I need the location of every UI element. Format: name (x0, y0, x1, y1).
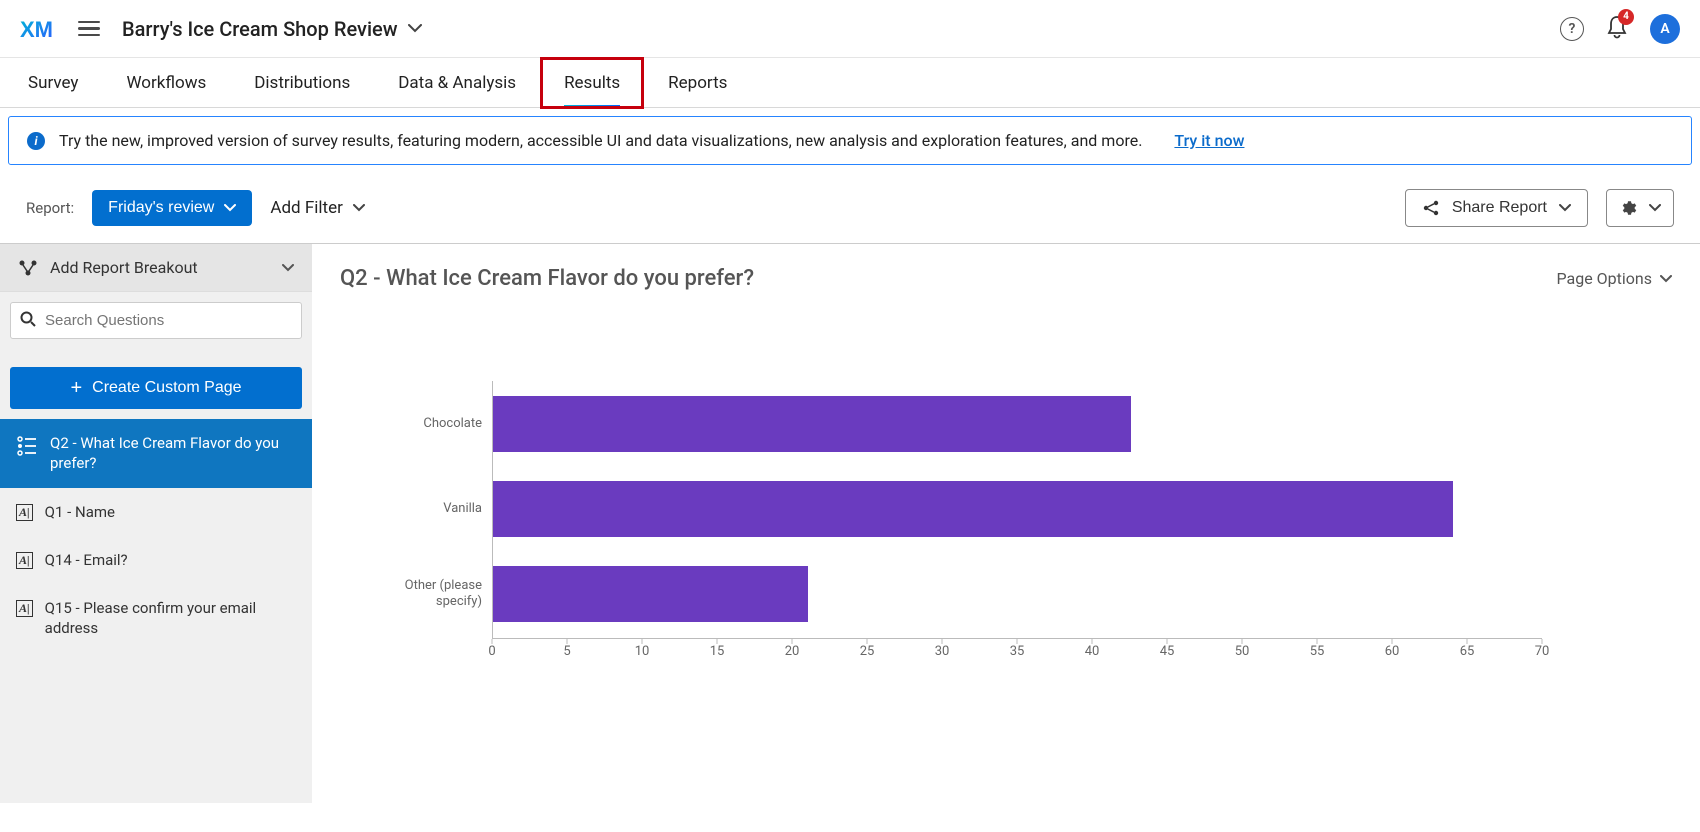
question-label: Q15 - Please confirm your email address (45, 598, 296, 639)
chart-tick-label: 10 (635, 644, 650, 659)
report-selector-button[interactable]: Friday's review (92, 190, 252, 226)
page-options-button[interactable]: Page Options (1557, 269, 1672, 288)
sidebar: Add Report Breakout + Create Custom Page… (0, 243, 312, 803)
chart-tick-label: 55 (1310, 644, 1325, 659)
question-label: Q1 - Name (45, 502, 115, 522)
search-icon (20, 311, 36, 331)
report-toolbar: Report: Friday's review Add Filter Share… (0, 173, 1700, 243)
top-header: XM Barry's Ice Cream Shop Review ? 4 A (0, 0, 1700, 58)
chart-tick-label: 25 (860, 644, 875, 659)
tab-data-analysis[interactable]: Data & Analysis (398, 58, 516, 107)
avatar[interactable]: A (1650, 14, 1680, 44)
question-list: Q2 - What Ice Cream Flavor do you prefer… (0, 419, 312, 653)
chevron-down-icon (408, 24, 422, 33)
body: Add Report Breakout + Create Custom Page… (0, 243, 1700, 803)
question-label: Q14 - Email? (45, 550, 128, 570)
chart-category-label: Other (please specify) (400, 551, 492, 636)
sidebar-question-item[interactable]: A| Q15 - Please confirm your email addres… (0, 584, 312, 653)
try-it-now-link[interactable]: Try it now (1174, 131, 1244, 150)
chart-tick-label: 45 (1160, 644, 1175, 659)
chart-category-label: Vanilla (400, 466, 492, 551)
chart-tick-label: 40 (1085, 644, 1100, 659)
gear-icon (1619, 199, 1637, 217)
notification-count-badge: 4 (1618, 9, 1634, 25)
xm-logo[interactable]: XM (20, 17, 60, 41)
multiple-choice-icon (16, 435, 38, 457)
question-title: Q2 - What Ice Cream Flavor do you prefer… (340, 266, 754, 291)
chevron-down-icon (353, 204, 365, 212)
chart-bar (493, 566, 808, 622)
tab-reports[interactable]: Reports (668, 58, 727, 107)
add-report-breakout-button[interactable]: Add Report Breakout (0, 244, 312, 292)
share-report-label: Share Report (1452, 199, 1547, 217)
chevron-down-icon (224, 204, 236, 212)
create-custom-page-label: Create Custom Page (92, 379, 241, 397)
create-custom-page-button[interactable]: + Create Custom Page (10, 367, 302, 409)
nav-tabs: Survey Workflows Distributions Data & Analy… (0, 58, 1700, 108)
chevron-down-icon (282, 264, 294, 272)
svg-text:XM: XM (20, 17, 53, 41)
chart-tick-label: 15 (710, 644, 725, 659)
share-report-button[interactable]: Share Report (1405, 189, 1588, 227)
sidebar-question-item[interactable]: A| Q14 - Email? (0, 536, 312, 584)
notifications-button[interactable]: 4 (1606, 15, 1628, 43)
chart-tick-label: 70 (1535, 644, 1550, 659)
sidebar-question-item[interactable]: A| Q1 - Name (0, 488, 312, 536)
chart-tick-label: 50 (1235, 644, 1250, 659)
chart-tick-label: 0 (488, 644, 495, 659)
chevron-down-icon (1660, 275, 1672, 283)
project-title-dropdown[interactable]: Barry's Ice Cream Shop Review (122, 17, 422, 41)
chart-category-label: Chocolate (400, 381, 492, 466)
chart-bar (493, 396, 1131, 452)
help-icon[interactable]: ? (1560, 17, 1584, 41)
info-icon: i (27, 132, 45, 150)
bar-chart: ChocolateVanillaOther (please specify) 0… (340, 381, 1672, 659)
tab-workflows[interactable]: Workflows (126, 58, 206, 107)
sidebar-question-item[interactable]: Q2 - What Ice Cream Flavor do you prefer… (0, 419, 312, 488)
plus-icon: + (70, 378, 82, 398)
main-content: Q2 - What Ice Cream Flavor do you prefer… (312, 243, 1700, 803)
report-label: Report: (26, 199, 74, 217)
menu-icon[interactable] (78, 21, 100, 37)
chart-tick-label: 5 (563, 644, 570, 659)
chart-tick-label: 30 (935, 644, 950, 659)
chart-tick-label: 65 (1460, 644, 1475, 659)
info-banner: i Try the new, improved version of surve… (8, 116, 1692, 165)
chart-bar (493, 481, 1453, 537)
text-entry-icon: A| (16, 504, 33, 521)
tab-results[interactable]: Results (564, 58, 620, 107)
tab-survey[interactable]: Survey (28, 58, 78, 107)
info-banner-text: Try the new, improved version of survey … (59, 131, 1142, 150)
breakout-label: Add Report Breakout (50, 258, 270, 277)
tab-distributions[interactable]: Distributions (254, 58, 350, 107)
breakout-icon (18, 259, 38, 277)
page-options-label: Page Options (1557, 269, 1652, 288)
chevron-down-icon (1559, 204, 1571, 212)
project-title-text: Barry's Ice Cream Shop Review (122, 17, 398, 41)
chart-tick-label: 35 (1010, 644, 1025, 659)
text-entry-icon: A| (16, 600, 33, 617)
share-icon (1422, 199, 1440, 217)
chart-tick-label: 60 (1385, 644, 1400, 659)
settings-button[interactable] (1606, 189, 1674, 227)
question-label: Q2 - What Ice Cream Flavor do you prefer… (50, 433, 296, 474)
add-filter-label: Add Filter (270, 198, 342, 218)
report-name: Friday's review (108, 199, 214, 217)
chevron-down-icon (1649, 204, 1661, 212)
search-questions-input[interactable] (10, 302, 302, 339)
text-entry-icon: A| (16, 552, 33, 569)
add-filter-button[interactable]: Add Filter (270, 198, 364, 218)
chart-tick-label: 20 (785, 644, 800, 659)
